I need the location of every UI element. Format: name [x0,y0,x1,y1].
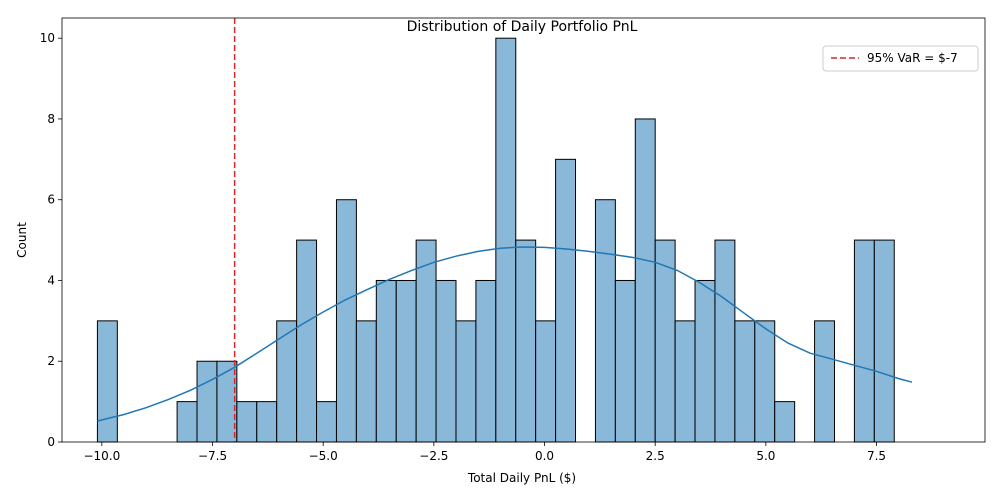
y-axis-ticks: 0 2 4 6 8 10 [40,31,62,449]
x-tick-label: 0.0 [535,449,554,463]
histogram-bar [96,320,118,443]
histogram-bar [515,239,537,443]
x-tick-label: −2.5 [419,449,448,463]
histogram-bar [614,279,636,443]
x-tick-label: −7.5 [198,449,227,463]
histogram-bar [694,279,716,443]
histogram-bar [754,320,776,443]
x-tick-label: 7.5 [867,449,886,463]
histogram-bar [535,320,557,443]
chart-title: Distribution of Daily Portfolio PnL [407,19,638,35]
histogram-bar [435,279,457,443]
x-axis-label: Total Daily PnL ($) [467,471,576,485]
y-tick-label: 2 [47,354,55,368]
x-tick-label: −10.0 [83,449,120,463]
histogram-bar [415,239,437,443]
x-tick-label: 5.0 [756,449,775,463]
histogram-bar [853,239,875,443]
y-axis-label: Count [15,222,29,258]
histogram-bar [316,401,337,443]
x-axis-ticks: −10.0 −7.5 −5.0 −2.5 0.0 2.5 5.0 7.5 [83,442,886,463]
histogram-bar [176,401,198,443]
histogram-bar [256,401,278,443]
x-tick-label: 2.5 [646,449,665,463]
histogram-bar [594,199,616,443]
y-tick-label: 8 [47,112,55,126]
legend: 95% VaR = $-7 [822,45,979,72]
plot-area [61,17,986,443]
histogram-bar [375,279,397,443]
x-tick-label: −5.0 [309,449,338,463]
histogram-bar [734,320,756,443]
histogram-bar [475,279,497,443]
y-tick-label: 4 [47,273,55,287]
histogram-bar [814,320,835,443]
histogram-bar [455,320,477,443]
histogram-bar [296,239,318,443]
y-tick-label: 6 [47,193,55,207]
histogram-bar [335,199,357,443]
kde-curve [97,246,913,422]
histogram-bar [774,401,796,443]
histogram-bar [634,118,656,443]
histogram-bar [236,401,258,443]
y-tick-label: 10 [40,31,55,45]
histogram-bar [873,239,895,443]
y-tick-label: 0 [47,435,55,449]
histogram-bar [495,37,517,443]
histogram-bars [96,37,895,443]
histogram-bar [654,239,676,443]
histogram-bar [216,360,238,443]
histogram-bar [355,320,377,443]
legend-box [822,45,979,72]
histogram-bar [196,360,218,443]
histogram-bar [395,279,417,443]
legend-var-label: 95% VaR = $-7 [867,51,958,65]
histogram-bar [674,320,696,443]
histogram-bar [714,239,736,443]
histogram-bar [555,158,577,443]
